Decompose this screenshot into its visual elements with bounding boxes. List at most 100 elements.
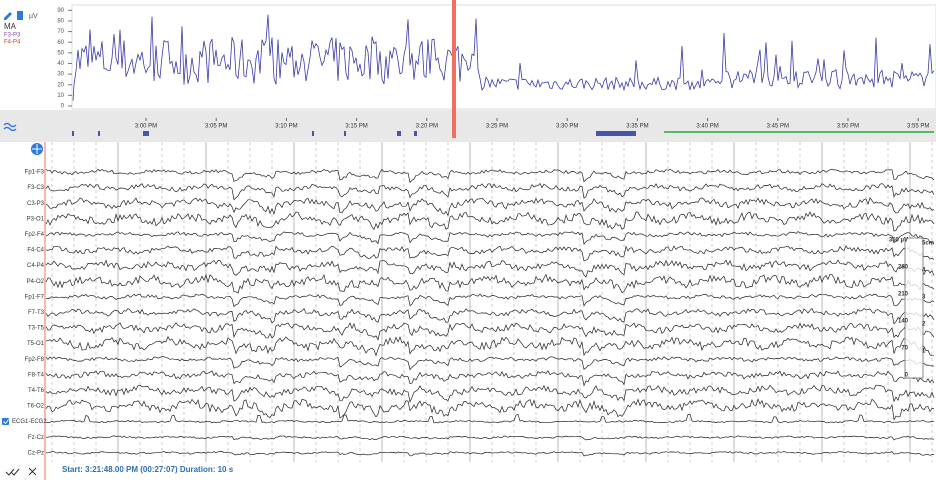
time-label: 3:50 PM: [837, 124, 859, 130]
close-icon[interactable]: [28, 467, 37, 476]
y-tick-label: 0: [61, 104, 65, 110]
channel-label: P3-O1: [27, 216, 45, 222]
time-label: 3:15 PM: [345, 124, 367, 130]
scale-label: 210: [898, 292, 909, 298]
event-marker: [344, 131, 346, 136]
time-label: 3:45 PM: [767, 124, 789, 130]
y-tick-label: 40: [57, 61, 64, 67]
event-marker: [72, 131, 74, 136]
eeg-trace: [45, 168, 935, 184]
eeg-trace: [45, 307, 935, 325]
channel-label: Fp2-F4: [25, 232, 45, 238]
y-tick-label: 80: [57, 19, 64, 25]
ecg-checkbox[interactable]: [2, 418, 9, 425]
delete-icon[interactable]: [17, 11, 23, 20]
check: [3, 419, 9, 425]
move-icon[interactable]: [31, 143, 43, 155]
eeg-trace: [45, 293, 935, 308]
y-tick-label: 60: [57, 40, 64, 46]
y-tick-label: 20: [57, 82, 64, 88]
edit-icon[interactable]: [4, 12, 12, 20]
status-bar: [0, 462, 936, 480]
event-marker: [143, 131, 149, 136]
eeg-trace: [45, 197, 935, 217]
scale-label: 140: [898, 319, 909, 325]
time-label: 3:35 PM: [626, 124, 648, 130]
channel-label: T5-O1: [27, 341, 45, 347]
y-tick-label: 10: [57, 93, 64, 99]
channel-label: F4-C4: [27, 248, 44, 254]
eeg-trace: [45, 398, 935, 421]
scale-ruler: [904, 237, 924, 379]
y-tick-label: 50: [57, 50, 64, 56]
time-label: 3:30 PM: [556, 124, 578, 130]
channel-label: Cz-Pz: [28, 450, 44, 456]
time-label: 3:10 PM: [275, 124, 297, 130]
scale-label: 3: [922, 295, 926, 301]
channel-label: F7-T3: [28, 310, 45, 316]
scale-label: 5cm: [922, 241, 934, 247]
trend-plot: [71, 4, 936, 110]
eeg-trace: [45, 356, 935, 371]
channel-label: T3-T5: [28, 326, 45, 332]
eeg-trace: [45, 259, 935, 278]
eeg-trace: [45, 413, 935, 424]
scale-label: 70: [901, 346, 908, 352]
channel-label: Fp1-F3: [25, 170, 45, 176]
eeg-trace: [45, 211, 935, 232]
trend-channel: F4-P4: [4, 40, 21, 46]
scale-label: 4: [922, 268, 926, 274]
eeg-trace: [45, 435, 935, 441]
eeg-trace: [45, 322, 935, 341]
event-marker: [596, 131, 636, 136]
channel-label: C4-P4: [27, 263, 45, 269]
channel-label: Fz-Cz: [28, 435, 44, 441]
eeg-trace: [45, 335, 935, 357]
event-marker: [312, 131, 314, 136]
scale-label: 350 µV: [889, 238, 908, 244]
scale-label: 0: [905, 373, 909, 379]
time-label: 3:25 PM: [486, 124, 508, 130]
channel-label: F8-T4: [28, 372, 45, 378]
y-tick-label: 70: [57, 29, 64, 35]
event-marker: [98, 131, 100, 136]
eeg-trace: [45, 273, 935, 294]
y-tick-label: 90: [57, 8, 64, 14]
channel-label: P4-O2: [27, 279, 45, 285]
timeline-strip: [0, 110, 936, 142]
channel-label: F3-C3: [27, 185, 44, 191]
trend-unit: µV: [29, 13, 38, 20]
trend-line: [72, 14, 935, 101]
event-marker: [414, 131, 417, 136]
eeg-trace: [45, 245, 935, 262]
eeg-trace: [45, 182, 935, 201]
time-label: 3:40 PM: [696, 124, 718, 130]
trend-title: MA: [4, 22, 17, 31]
channel-label: C3-P3: [27, 201, 45, 207]
time-label: 3:55 PM: [907, 124, 929, 130]
y-tick-label: 30: [57, 72, 64, 78]
event-marker: [397, 131, 401, 136]
eeg-trace: [45, 451, 935, 457]
waves-icon[interactable]: [3, 122, 17, 132]
scale-label: 1: [922, 349, 926, 355]
time-label: 3:00 PM: [135, 124, 157, 130]
scale-label: 280: [898, 265, 909, 271]
channel-label: Fp1-F7: [25, 294, 45, 300]
channel-label: ECG1-ECG2: [12, 419, 47, 425]
time-label: 3:05 PM: [205, 124, 227, 130]
eeg-trace: [45, 384, 935, 404]
eeg-trace: [45, 231, 935, 245]
channel-label: T6-O2: [27, 404, 45, 410]
time-label: 3:20 PM: [416, 124, 438, 130]
accept-icon[interactable]: [5, 468, 20, 476]
status-text: Start: 3:21:48.00 PM (00:27:07) Duration…: [62, 465, 234, 474]
cursor: [452, 0, 456, 138]
channel-label: T4-T6: [28, 388, 45, 394]
event-marker: [664, 131, 934, 133]
scale-label: 2: [922, 322, 926, 328]
eeg-trace: [45, 370, 935, 387]
channel-label: Fp2-F8: [25, 357, 45, 363]
